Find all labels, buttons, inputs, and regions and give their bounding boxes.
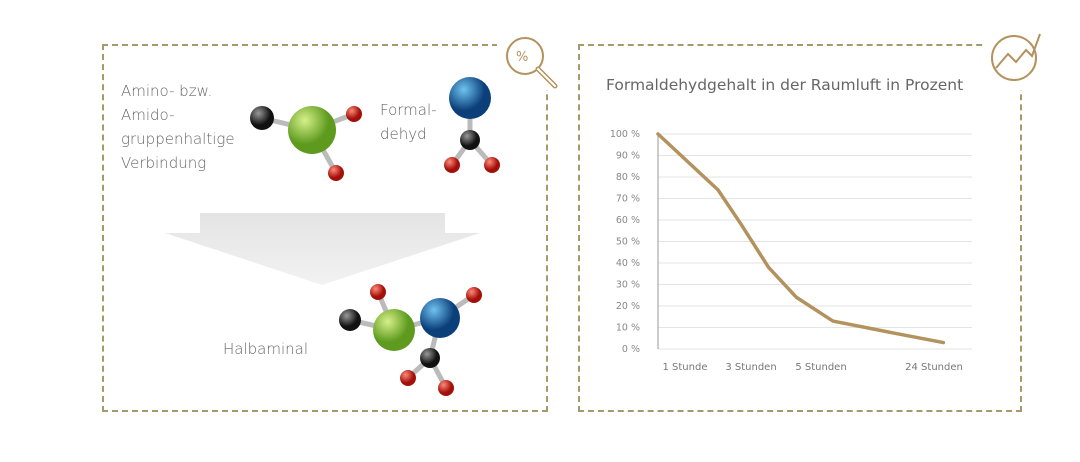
data-point bbox=[941, 341, 945, 345]
y-tick-label: 40 % bbox=[616, 258, 640, 269]
svg-text:%: % bbox=[516, 50, 528, 65]
label-line: Amido- bbox=[121, 106, 175, 124]
y-tick-label: 60 % bbox=[616, 215, 640, 226]
chart-panel bbox=[578, 44, 1022, 412]
y-tick-label: 90 % bbox=[616, 151, 640, 162]
x-tick-label: 24 Stunden bbox=[905, 362, 963, 373]
chart-title: Formaldehydgehalt in der Raumluft in Pro… bbox=[606, 76, 964, 94]
data-point bbox=[896, 332, 900, 336]
y-tick-label: 70 % bbox=[616, 194, 640, 205]
reactant1-label: Amino- bzw. Amido- gruppenhaltige Verbin… bbox=[121, 79, 235, 175]
label-line: dehyd bbox=[380, 125, 427, 143]
label-line: Verbindung bbox=[121, 154, 207, 172]
x-tick-label: 5 Stunden bbox=[795, 362, 846, 373]
reactant2-label: Formal- dehyd bbox=[380, 98, 437, 146]
trend-chart-icon bbox=[986, 28, 1048, 90]
label-line: Formal- bbox=[380, 101, 437, 119]
y-tick-label: 30 % bbox=[616, 280, 640, 291]
product-label: Halbaminal bbox=[223, 340, 308, 358]
reaction-panel bbox=[102, 44, 548, 412]
series-line bbox=[656, 132, 946, 345]
y-tick-label: 20 % bbox=[616, 301, 640, 312]
magnifier-bacteria-icon: % bbox=[497, 28, 559, 90]
data-point bbox=[831, 319, 835, 323]
x-tick-label: 3 Stunden bbox=[725, 362, 776, 373]
data-point bbox=[795, 295, 798, 299]
data-point bbox=[656, 132, 660, 136]
data-point bbox=[739, 222, 743, 226]
label-line: Amino- bzw. bbox=[121, 82, 213, 100]
y-tick-label: 0 % bbox=[622, 344, 640, 355]
y-tick-label: 80 % bbox=[616, 172, 640, 183]
x-tick-label: 1 Stunde bbox=[663, 362, 708, 373]
y-tick-label: 50 % bbox=[616, 237, 640, 248]
data-point bbox=[716, 188, 720, 192]
y-tick-label: 10 % bbox=[616, 323, 640, 334]
data-point bbox=[767, 265, 770, 269]
y-tick-label: 100 % bbox=[610, 129, 640, 140]
label-line: gruppenhaltige bbox=[121, 130, 235, 148]
